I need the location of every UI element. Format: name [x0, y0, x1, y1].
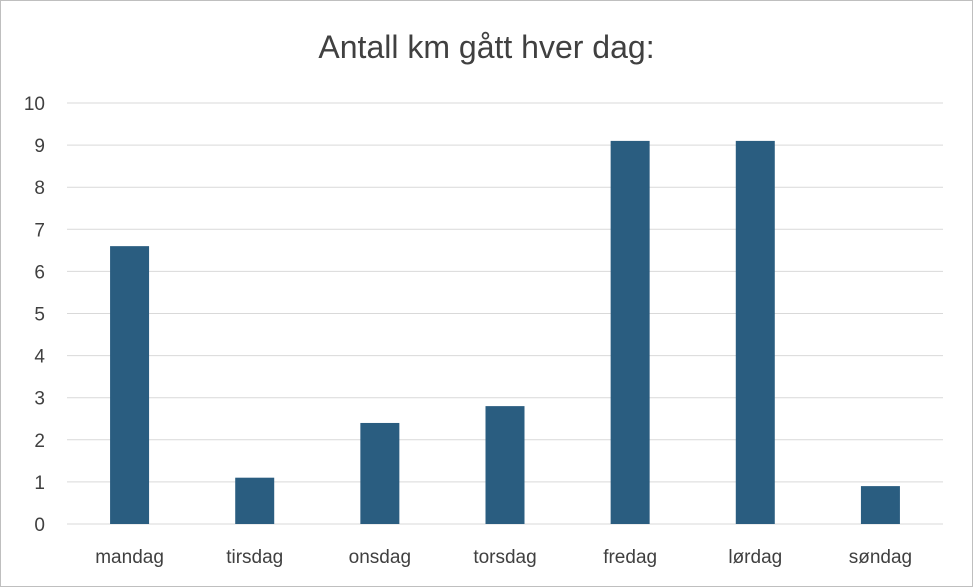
y-tick-label-1: 1 [34, 473, 45, 494]
bar-torsdag [485, 406, 525, 524]
x-tick-label-onsdag: onsdag [349, 547, 411, 568]
bar-onsdag [360, 422, 400, 524]
y-tick-label-7: 7 [34, 220, 45, 241]
y-tick-label-0: 0 [34, 515, 45, 536]
chart-title: Antall km gått hver dag: [318, 29, 655, 65]
x-tick-label-lørdag: lørdag [728, 547, 782, 568]
bar-søndag [860, 486, 900, 524]
bar-lørdag [735, 140, 775, 524]
y-tick-label-8: 8 [34, 178, 45, 199]
y-tick-label-2: 2 [34, 431, 45, 452]
bar-tirsdag [235, 477, 275, 524]
y-axis-tick-labels: 0 1 2 3 4 5 6 7 8 9 10 [24, 94, 46, 536]
y-tick-label-6: 6 [34, 262, 45, 283]
x-tick-label-tirsdag: tirsdag [226, 547, 283, 568]
y-tick-label-10: 10 [24, 94, 45, 115]
bar-fredag [610, 140, 650, 524]
y-tick-label-5: 5 [34, 305, 45, 326]
x-axis-tick-labels: mandag tirsdag onsdag torsdag fredag lørdag sø… [95, 547, 912, 568]
x-tick-label-søndag: søndag [849, 547, 912, 568]
x-tick-label-mandag: mandag [95, 547, 164, 568]
y-tick-label-3: 3 [34, 389, 45, 410]
x-tick-label-torsdag: torsdag [473, 547, 536, 568]
y-tick-label-9: 9 [34, 136, 45, 157]
y-tick-label-4: 4 [34, 347, 45, 368]
bars [110, 140, 900, 524]
x-tick-label-fredag: fredag [603, 547, 657, 568]
bar-mandag [110, 246, 150, 524]
